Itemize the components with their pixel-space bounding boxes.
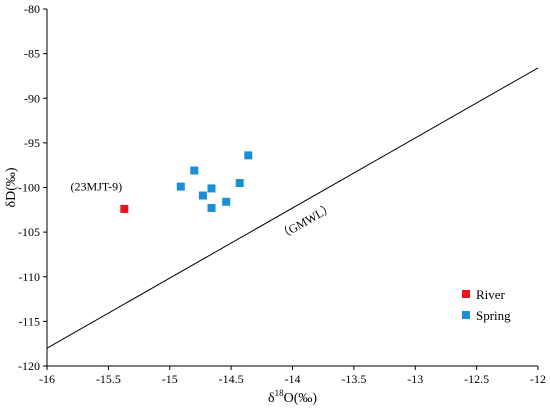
legend-spring-label: Spring <box>476 308 511 323</box>
gmwl-line-layer <box>46 67 539 349</box>
y-tick-label: -115 <box>18 314 40 328</box>
x-tick-label: -15 <box>162 372 178 386</box>
spring-point <box>207 184 216 193</box>
x-tick-label: -14.5 <box>219 372 244 386</box>
river-point <box>120 204 129 213</box>
x-axis-title: δ18O(‰) <box>268 388 317 406</box>
gmwl-line <box>46 67 539 349</box>
legend-river-label: River <box>476 287 506 302</box>
x-axis-ticks: -16 -15.5 -15 -14.5 -14 -13.5 -13 -12.5 -12 <box>39 366 546 386</box>
spring-point <box>244 151 253 160</box>
y-tick-label: -95 <box>24 136 40 150</box>
spring-point <box>190 166 199 175</box>
gmwl-line-label: （GMWL） <box>276 200 337 243</box>
y-tick-label: -85 <box>24 47 40 61</box>
legend-river-swatch <box>462 290 470 298</box>
spring-point <box>222 197 231 206</box>
y-tick-label: -100 <box>18 181 40 195</box>
legend: River Spring <box>462 287 511 323</box>
spring-point <box>235 179 244 188</box>
spring-point <box>198 191 207 200</box>
x-tick-label: -14 <box>285 372 301 386</box>
x-tick-label: -15.5 <box>96 372 121 386</box>
y-tick-label: -120 <box>18 359 40 373</box>
spring-point <box>207 204 216 213</box>
y-tick-label: -90 <box>24 91 40 105</box>
y-axis-title: δD(‰) <box>4 167 19 207</box>
x-axis-title-superscript: 18 <box>275 388 285 398</box>
data-points-layer <box>120 151 253 213</box>
x-tick-label: -12.5 <box>464 372 489 386</box>
river-sample-annotation: (23MJT-9) <box>71 179 123 193</box>
spring-point <box>176 182 185 191</box>
x-axis-title-delta: δ <box>268 391 275 406</box>
x-tick-label: -12 <box>530 372 546 386</box>
x-tick-label: -13 <box>407 372 423 386</box>
x-tick-label: -16 <box>39 372 55 386</box>
x-tick-label: -13.5 <box>341 372 366 386</box>
y-tick-label: -105 <box>18 225 40 239</box>
y-tick-label: -110 <box>18 270 40 284</box>
legend-spring-swatch <box>462 311 470 319</box>
y-tick-label: -80 <box>24 2 40 16</box>
y-axis-ticks: -120 -115 -110 -105 -100 -95 -90 -85 -80 <box>18 2 47 373</box>
x-axis-title-rest: O(‰) <box>284 391 318 406</box>
